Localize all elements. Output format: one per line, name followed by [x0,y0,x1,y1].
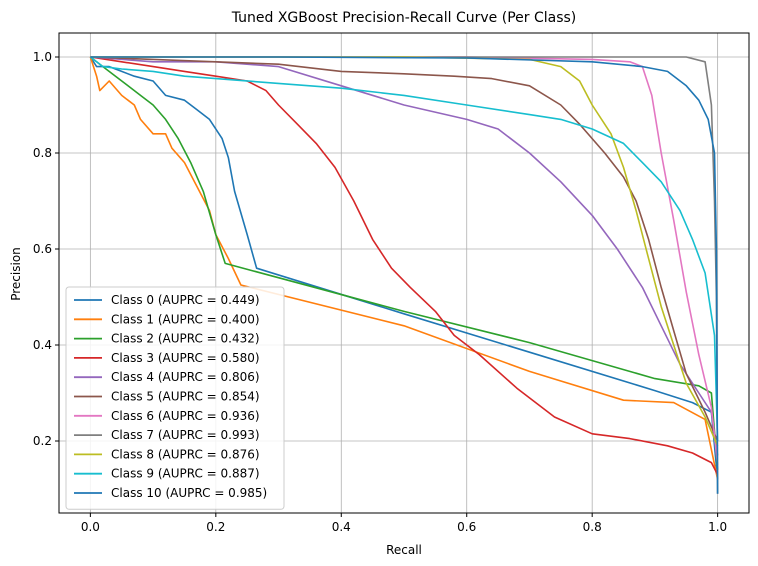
plot-frame [58,32,750,514]
series-line-class-5 [90,56,719,442]
y-tick-label: 0.2 [33,434,52,448]
series-line-class-10 [90,56,719,494]
legend-entry-label: Class 3 (AUPRC = 0.580) [111,351,260,365]
series-line-class-4 [90,56,719,456]
series-line-class-3 [90,56,719,475]
series-line-class-2 [89,56,719,470]
x-tick-label: 1.0 [708,520,727,534]
legend-entry-label: Class 4 (AUPRC = 0.806) [111,370,260,384]
x-axis-label: Recall [386,543,422,557]
y-tick-label: 0.8 [33,146,52,160]
x-tick-label: 0.4 [332,520,351,534]
x-tick-label: 0.2 [206,520,225,534]
x-tick-label: 0.6 [457,520,476,534]
legend-entry-label: Class 6 (AUPRC = 0.936) [111,409,260,423]
legend-entry-label: Class 7 (AUPRC = 0.993) [111,428,260,442]
legend-entry-label: Class 0 (AUPRC = 0.449) [111,293,260,307]
series-line-class-9 [89,56,719,442]
legend: Class 0 (AUPRC = 0.449) Class 1 (AUPRC = … [65,286,285,510]
y-tick-label: 1.0 [33,50,52,64]
series-line-class-1 [89,56,719,480]
y-tick-label: 0.4 [33,338,52,352]
legend-entry-label: Class 10 (AUPRC = 0.985) [111,486,267,500]
series-line-class-0 [89,56,719,480]
chart-title: Tuned XGBoost Precision-Recall Curve (Pe… [231,10,577,26]
legend-entry-label: Class 9 (AUPRC = 0.887) [111,467,260,481]
y-tick-label: 0.6 [33,242,52,256]
legend-entry-label: Class 2 (AUPRC = 0.432) [111,332,260,346]
x-tick-label: 0.8 [583,520,602,534]
series-lines [89,56,719,494]
legend-entry-label: Class 8 (AUPRC = 0.876) [111,447,260,461]
legend-box [65,286,285,510]
x-tick-label: 0.0 [81,520,100,534]
axis-ticks: 0.0 0.2 0.4 0.6 0.8 1.0 0.2 0.4 0.6 0.8 1.0 [33,50,727,534]
legend-entry-label: Class 5 (AUPRC = 0.854) [111,390,260,404]
legend-entry-label: Class 1 (AUPRC = 0.400) [111,312,260,326]
y-axis-label: Precision [9,247,23,301]
